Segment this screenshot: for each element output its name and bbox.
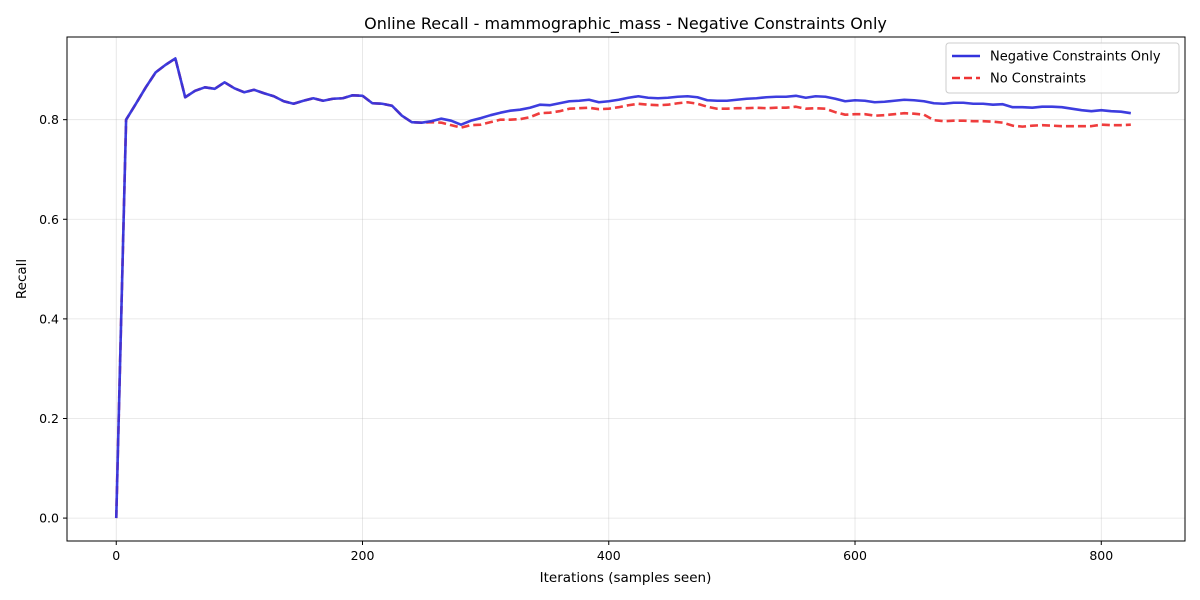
x-axis-label: Iterations (samples seen) (540, 570, 712, 586)
legend-label: Negative Constraints Only (990, 50, 1161, 65)
x-tick-label: 400 (597, 548, 621, 563)
legend-label: No Constraints (990, 72, 1086, 87)
y-axis-label: Recall (14, 259, 30, 299)
y-tick-label: 0.2 (39, 411, 59, 426)
y-tick-label: 0.8 (39, 112, 59, 127)
x-tick-label: 200 (351, 548, 375, 563)
x-tick-label: 800 (1089, 548, 1113, 563)
legend-box (945, 42, 1180, 94)
x-tick-label: 600 (843, 548, 867, 563)
series-line-negative-constraints-only (114, 57, 1132, 519)
y-tick-label: 0.4 (39, 311, 59, 326)
x-tick-label: 0 (112, 548, 120, 563)
axis-ticks: 0 200 400 600 800 0.0 0.2 0.4 0.6 0.8 (39, 112, 1113, 563)
chart-title: Online Recall - mammographic_mass - Nega… (364, 14, 887, 34)
y-tick-label: 0.6 (39, 212, 59, 227)
series-lines (114, 57, 1132, 519)
grid-lines (67, 37, 1185, 541)
plot-frame (66, 36, 1186, 542)
y-tick-label: 0.0 (39, 511, 59, 526)
legend: Negative Constraints Only No Constraints (945, 42, 1180, 94)
